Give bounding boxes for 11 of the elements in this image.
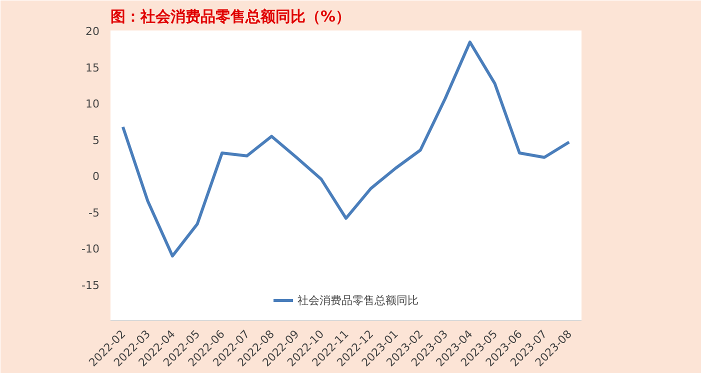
y-tick-label: 0	[92, 170, 100, 183]
y-tick-label: 15	[86, 61, 100, 74]
y-tick-label: -5	[88, 206, 100, 220]
legend-label: 社会消费品零售总额同比	[298, 292, 418, 308]
y-tick-label: 20	[86, 25, 100, 38]
line-series	[121, 40, 571, 258]
y-tick-label: -15	[82, 278, 100, 292]
y-tick-label: 5	[92, 134, 100, 147]
chart-title: 图：社会消费品零售总额同比（%）	[110, 8, 351, 26]
y-tick-label: 10	[86, 98, 100, 110]
y-tick-label: -10	[82, 242, 100, 256]
